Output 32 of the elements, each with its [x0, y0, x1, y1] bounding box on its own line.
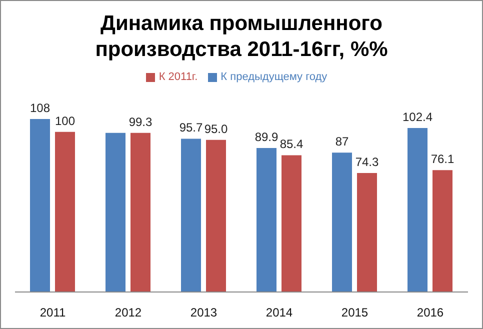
data-label: 74.3	[355, 154, 379, 169]
bar	[181, 138, 201, 292]
data-label: 89.9	[254, 130, 278, 144]
x-tick-label: 2014	[266, 306, 293, 320]
bar	[408, 128, 428, 292]
data-label: 100	[54, 114, 76, 128]
bar	[55, 132, 75, 292]
chart-title: Динамика промышленного производства 2011-16гг, %%	[94, 11, 389, 63]
data-label: 102.4	[402, 110, 433, 124]
data-label: 95.7	[179, 120, 203, 135]
legend-label: К предыдущему году	[220, 71, 328, 83]
bar	[130, 132, 150, 292]
bar	[206, 140, 226, 292]
bar	[332, 152, 352, 292]
bar	[282, 155, 302, 292]
x-tick-label: 2012	[114, 306, 142, 320]
x-tick-label: 2013	[190, 306, 218, 320]
x-tick-label: 2015	[341, 306, 368, 320]
data-label: 99.3	[128, 114, 152, 129]
bar	[256, 148, 276, 292]
data-label: 85.4	[280, 137, 304, 152]
data-label: 95.0	[204, 122, 228, 136]
bar	[357, 172, 377, 292]
data-label: 87	[335, 134, 349, 149]
x-tick-label: 2011	[40, 306, 66, 320]
data-label: 108	[30, 101, 50, 115]
bar	[432, 170, 452, 292]
bar	[106, 132, 126, 292]
bar	[30, 119, 50, 292]
data-label: 76.1	[430, 152, 454, 166]
legend-label: К 2011г.	[158, 71, 198, 83]
x-tick-label: 2016	[416, 306, 444, 320]
